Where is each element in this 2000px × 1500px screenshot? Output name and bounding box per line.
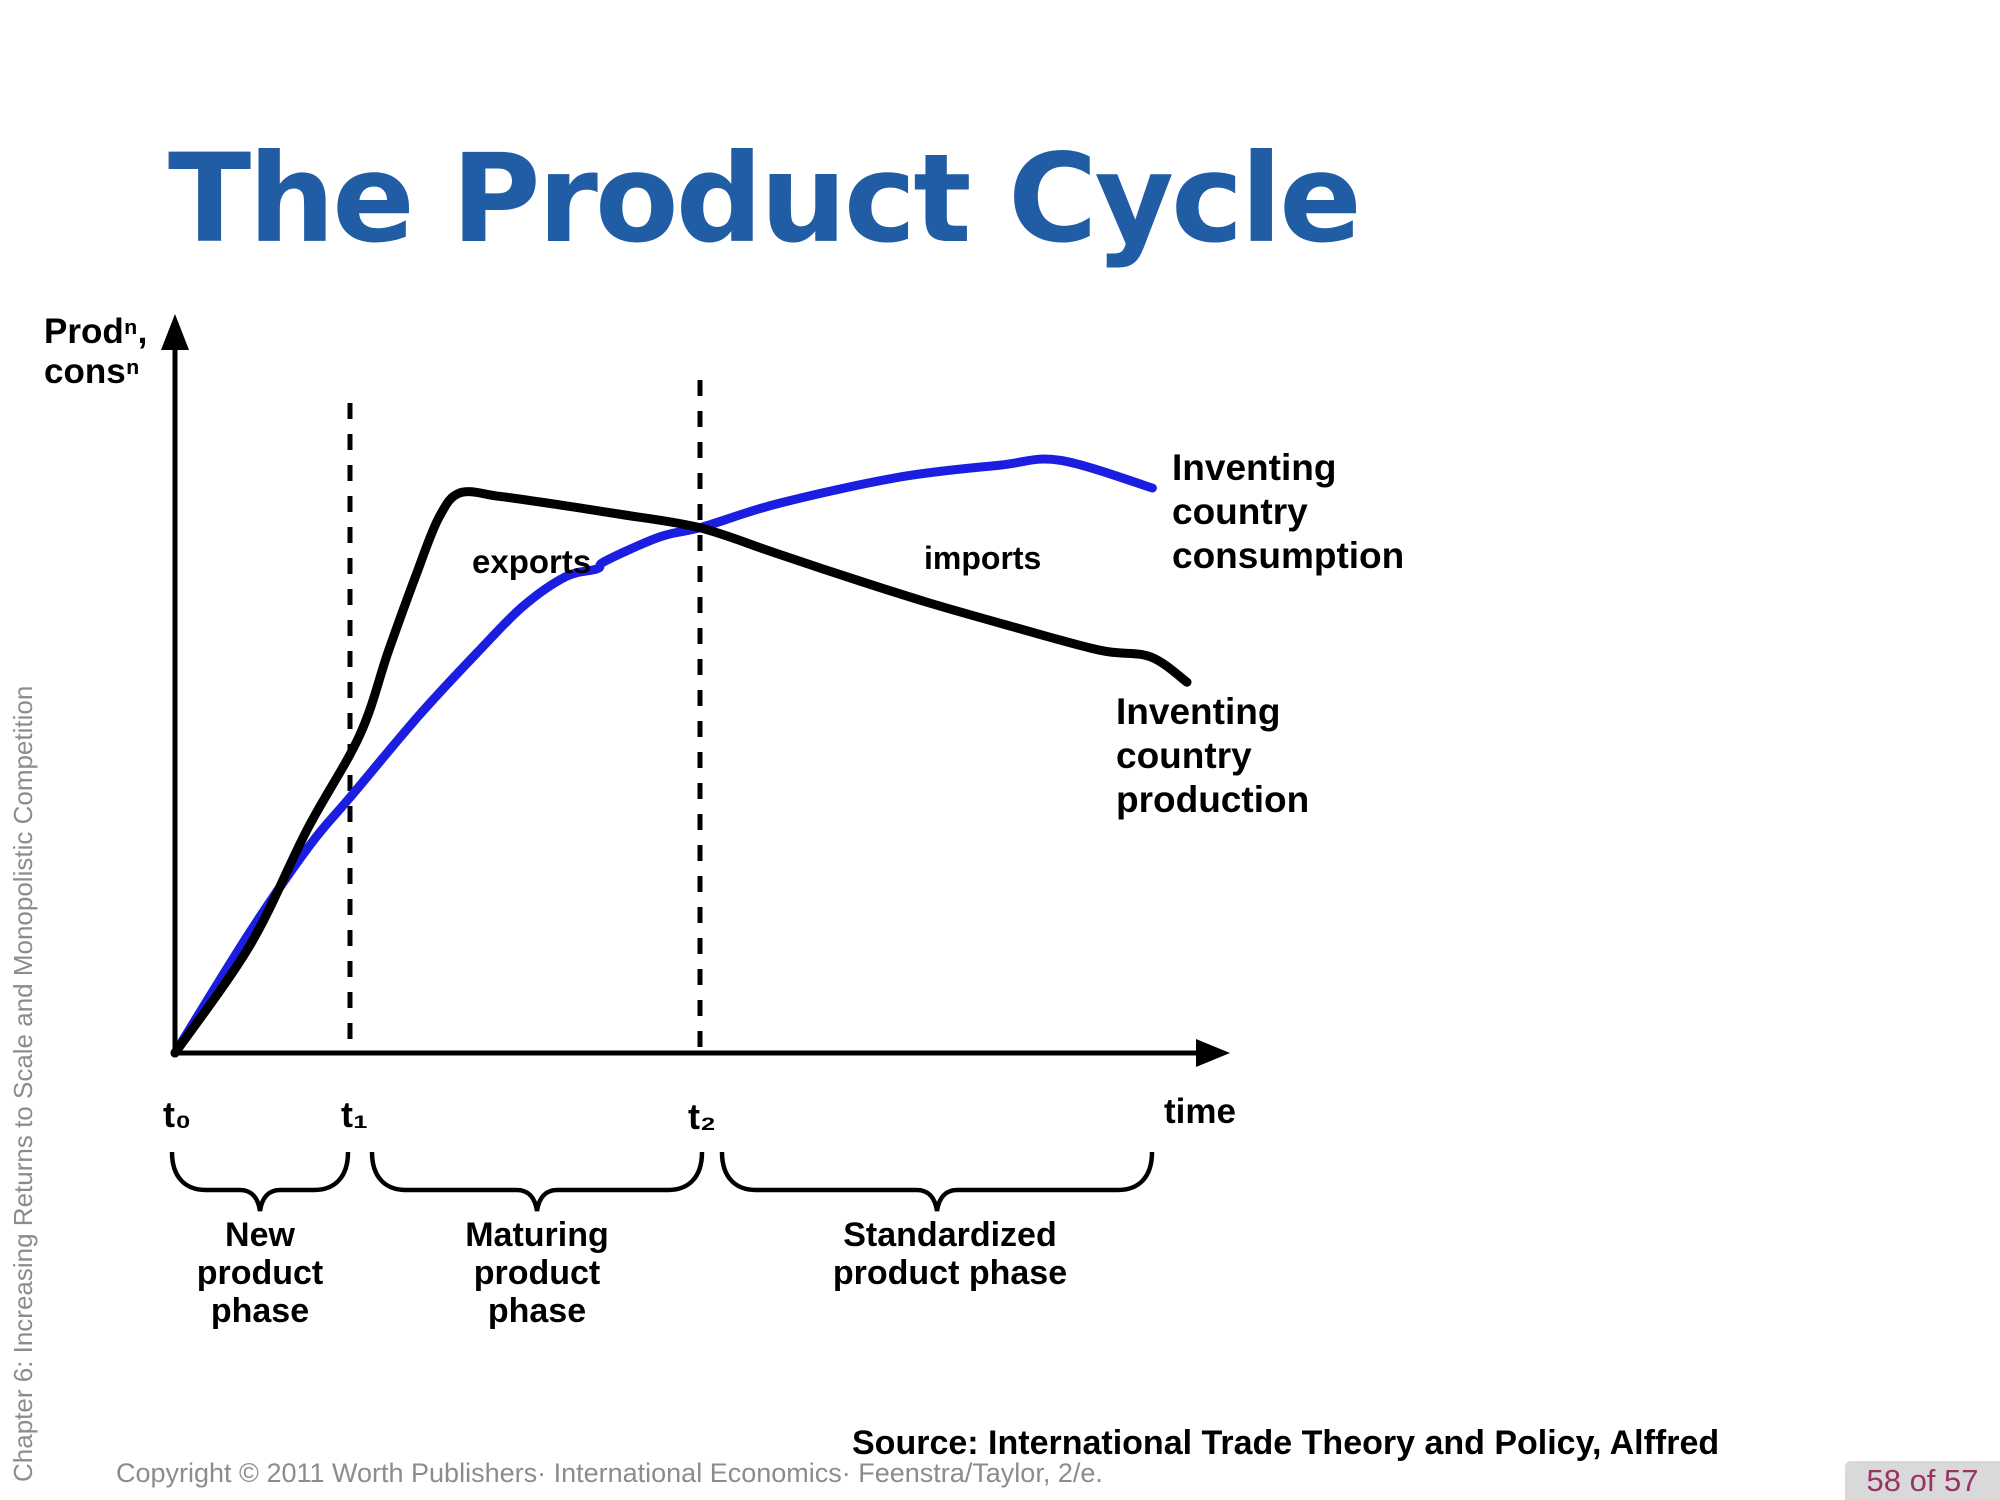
- consumption-curve: [170, 454, 1157, 1058]
- copyright-text: Copyright © 2011 Worth Publishers· Inter…: [116, 1458, 1103, 1488]
- slide-title: The Product Cycle: [168, 128, 1362, 270]
- page-number-badge: 58 of 57: [1845, 1461, 2000, 1500]
- x-tick-t2: t₂: [688, 1096, 716, 1137]
- y-axis-label: Prodⁿ, consⁿ: [44, 312, 148, 391]
- exports-annotation: exports: [472, 543, 592, 580]
- source-attribution: Source: International Trade Theory and P…: [852, 1424, 1720, 1462]
- brace-standardized-product-phase: [719, 1151, 1155, 1212]
- phase-label-standardized-product: Standardized product phase: [832, 1216, 1068, 1292]
- x-axis-arrowhead: [1196, 1039, 1230, 1067]
- imports-annotation: imports: [924, 540, 1042, 576]
- x-axis-label: time: [1164, 1092, 1236, 1131]
- y-axis-arrowhead: [161, 314, 189, 350]
- consumption-curve-label: Inventing country consumption: [1172, 447, 1405, 576]
- brace-new-product-phase: [169, 1151, 351, 1212]
- production-curve: [170, 487, 1192, 1058]
- x-tick-t1: t₁: [341, 1094, 368, 1135]
- brace-maturing-product-phase: [369, 1151, 705, 1212]
- production-curve-label: Inventing country production: [1116, 691, 1310, 820]
- phase-label-maturing-product: Maturing product phase: [465, 1216, 609, 1330]
- phase-label-new-product: New product phase: [196, 1216, 324, 1330]
- x-tick-t0: t₀: [163, 1094, 192, 1135]
